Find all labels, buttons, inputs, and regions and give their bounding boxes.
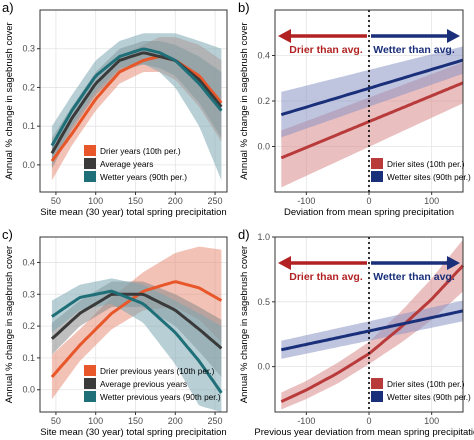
legend-swatch [84, 158, 96, 169]
y-tick-label: 0.2 [22, 321, 35, 331]
x-axis-title: Site mean (30 year) total spring precipi… [40, 427, 226, 438]
legend: Drier sites (10th per.) Wetter sites (90t… [371, 158, 471, 182]
y-tick-label: 0.0 [257, 362, 270, 372]
x-axis-title: Previous year deviation from mean spring… [254, 427, 474, 438]
series-line-2 [280, 309, 464, 352]
confidence-band-3 [51, 33, 222, 181]
legend-swatch [84, 171, 96, 182]
legend-label: Average years [100, 159, 153, 169]
drier-arrow-head [278, 256, 291, 270]
drier-arrow-label: Drier than avg. [289, 44, 363, 56]
panel-label: b) [238, 0, 250, 15]
plot-border [39, 236, 228, 413]
panel-label: c) [2, 227, 13, 242]
legend-label: Wetter previous years (90th per.) [100, 392, 221, 402]
series-line-1 [280, 264, 465, 403]
legend-label: Average previous years [100, 379, 187, 389]
y-tick-label: 0.0 [22, 385, 35, 395]
x-tick-label: 150 [128, 416, 143, 426]
y-tick-label: 0.1 [22, 353, 35, 363]
panel-1: 50 100 150 200 250 0.0 0.1 0.2 0.3 Site mean (30 … [2, 0, 228, 218]
legend-swatch [371, 378, 383, 389]
x-tick-label: 250 [208, 416, 223, 426]
x-tick-label: 0 [366, 416, 371, 426]
y-tick-label: 1.0 [257, 232, 270, 242]
x-tick-label: -100 [297, 196, 315, 206]
legend-swatch [84, 378, 96, 389]
y-tick-label: 0.4 [257, 51, 270, 61]
y-tick-label: 0.3 [22, 44, 35, 54]
panel-2: Drier than avg. Wetter than avg. -100 0 100 0… [238, 0, 471, 218]
y-tick-label: 0.0 [257, 142, 270, 152]
series-line-2 [280, 58, 464, 117]
x-tick-label: 100 [88, 416, 103, 426]
series-line-1 [280, 81, 464, 160]
y-tick-label: 0.1 [22, 121, 35, 131]
drier-arrow-label: Drier than avg. [289, 271, 363, 283]
legend: Drier years (10th per.) Average years Wett… [84, 145, 187, 182]
confidence-band-1 [51, 246, 222, 400]
y-tick-label: 0.2 [22, 82, 35, 92]
y-tick-label: 0.3 [22, 289, 35, 299]
x-tick-label: 200 [168, 196, 183, 206]
y-tick-label: 0.0 [22, 160, 35, 170]
series-line-2 [50, 292, 223, 350]
x-tick-label: 0 [366, 196, 371, 206]
y-axis-title: Annual % change in sagebrush cover [239, 246, 250, 403]
legend-label: Drier years (10th per.) [100, 146, 181, 156]
series-line-3 [50, 47, 223, 147]
x-tick-label: 250 [208, 196, 223, 206]
legend: Drier sites (10th per.) Wetter sites (90t… [371, 378, 471, 402]
confidence-band-2 [281, 46, 463, 138]
legend-label: Wetter sites (90th per.) [387, 172, 471, 182]
series-line-1 [50, 54, 223, 162]
y-tick-label: 0.5 [257, 297, 270, 307]
legend-swatch [84, 145, 96, 156]
wetter-arrow-label: Wetter than avg. [373, 271, 455, 283]
x-tick-label: 100 [88, 196, 103, 206]
y-tick-label: 0.2 [257, 96, 270, 106]
x-axis-title: Deviation from mean spring precipitation [284, 207, 454, 218]
panel-label: a) [2, 0, 14, 15]
series-line-3 [51, 289, 223, 394]
x-tick-label: 200 [168, 416, 183, 426]
y-axis-title: Annual % change in sagebrush cover [4, 22, 15, 179]
legend-label: Wetter sites (90th per.) [387, 392, 471, 402]
wetter-arrow-head [447, 29, 460, 43]
plot-border [39, 9, 228, 193]
legend-swatch [371, 158, 383, 169]
legend-swatch [371, 391, 383, 402]
x-tick-label: 100 [424, 196, 439, 206]
y-tick-label: 0.4 [22, 257, 35, 267]
panel-3: 50 100 150 200 250 0.0 0.1 0.2 0.3 0.4 Site mean (… [2, 227, 228, 438]
legend-label: Wetter years (90th per.) [100, 172, 187, 182]
series-line-2 [50, 51, 223, 155]
legend-label: Drier sites (10th per.) [387, 159, 465, 169]
panel-label: d) [238, 227, 250, 242]
drier-arrow-head [278, 29, 291, 43]
wetter-arrow-label: Wetter than avg. [373, 44, 455, 56]
x-tick-label: 100 [424, 416, 439, 426]
legend-swatch [84, 365, 96, 376]
panel-4: Drier than avg. Wetter than avg. -100 0 100 0… [238, 227, 474, 438]
x-axis-title: Site mean (30 year) total spring precipi… [40, 207, 226, 218]
x-tick-label: 50 [51, 196, 61, 206]
legend-swatch [84, 391, 96, 402]
wetter-arrow-head [447, 256, 460, 270]
legend-label: Drier sites (10th per.) [387, 379, 465, 389]
y-axis-title: Annual % change in sagebrush cover [4, 246, 15, 403]
confidence-band-1 [281, 62, 463, 188]
legend-swatch [371, 171, 383, 182]
x-tick-label: -100 [297, 416, 315, 426]
legend-label: Drier previous years (10th per.) [100, 366, 215, 376]
legend: Drier previous years (10th per.) Average … [84, 365, 221, 402]
y-axis-title: Annual % change in sagebrush cover [239, 22, 250, 179]
x-tick-label: 50 [51, 416, 61, 426]
x-tick-label: 150 [128, 196, 143, 206]
